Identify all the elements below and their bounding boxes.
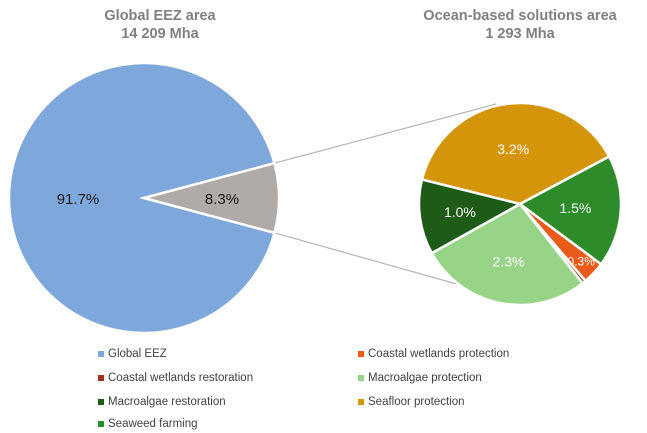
data-label-macroalgae-protection: 2.3% bbox=[493, 253, 525, 269]
global-eez-pie: 91.7% 8.3% bbox=[7, 61, 281, 335]
global-eez-subtitle: 14 209 Mha bbox=[121, 26, 199, 42]
connector-lines bbox=[274, 103, 497, 291]
data-label-8-3: 8.3% bbox=[205, 191, 239, 208]
global-eez-title: Global EEZ area 14 209 Mha bbox=[40, 7, 280, 43]
data-label-seafloor-protection: 3.2% bbox=[497, 141, 529, 157]
data-label-91-7: 91.7% bbox=[57, 191, 100, 208]
ocean-solutions-subtitle: 1 293 Mha bbox=[485, 26, 555, 42]
ocean-solutions-pie: 3.2% 1.5% 0.3% 2.3% 1.0% bbox=[417, 101, 623, 307]
ocean-solutions-title-text: Ocean-based solutions area bbox=[423, 8, 617, 24]
slice-seafloor-protection bbox=[420, 101, 611, 206]
data-label-coastal-wetlands-protection: 0.3% bbox=[568, 254, 596, 268]
slice-macroalgae-protection bbox=[430, 202, 585, 307]
data-label-macroalgae-restoration: 1.0% bbox=[444, 204, 476, 220]
slice-8-3 bbox=[139, 161, 281, 235]
connector-top bbox=[274, 103, 497, 164]
slice-macroalgae-restoration bbox=[417, 178, 524, 255]
data-label-seaweed-farming: 1.5% bbox=[559, 200, 591, 216]
ocean-solutions-title: Ocean-based solutions area 1 293 Mha bbox=[400, 7, 640, 43]
connector-bottom bbox=[274, 232, 479, 291]
slice-seaweed-farming bbox=[517, 154, 623, 267]
global-eez-title-text: Global EEZ area bbox=[104, 8, 216, 24]
